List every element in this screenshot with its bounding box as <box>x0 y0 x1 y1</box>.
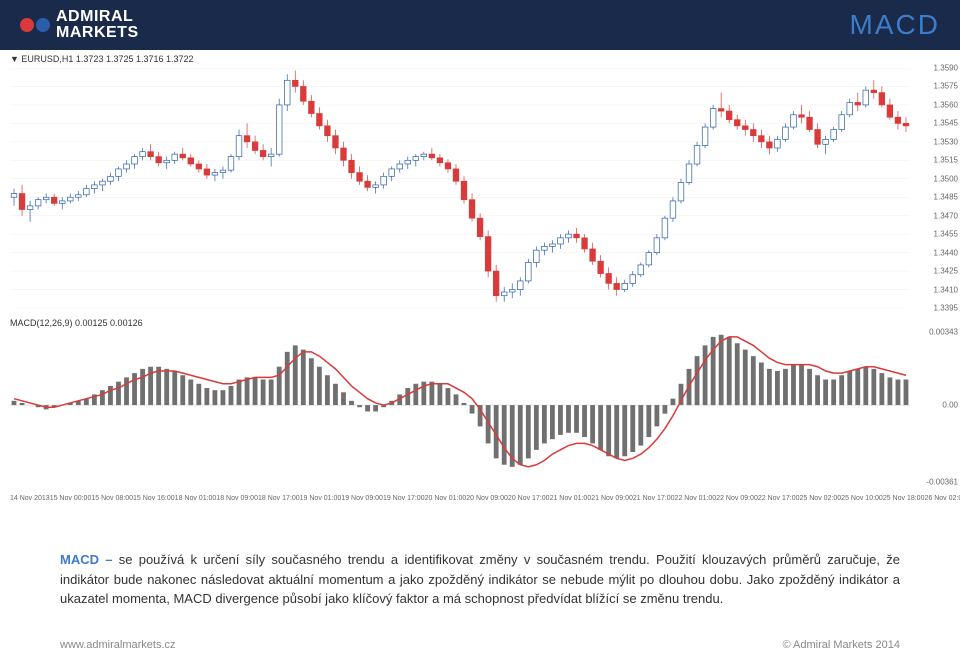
chart-area: ▼ EURUSD,H1 1.3723 1.3725 1.3716 1.3722 … <box>0 50 960 520</box>
instrument-label: ▼ EURUSD,H1 1.3723 1.3725 1.3716 1.3722 <box>10 54 194 64</box>
footer-url: www.admiralmarkets.cz <box>60 639 176 651</box>
macd-chart <box>10 332 910 482</box>
logo-text: ADMIRAL MARKETS <box>56 9 139 41</box>
macd-label: MACD(12,26,9) 0.00125 0.00126 <box>10 318 143 328</box>
logo-dot-blue <box>36 18 50 32</box>
logo-line2: MARKETS <box>56 25 139 41</box>
footer: www.admiralmarkets.cz © Admiral Markets … <box>0 629 960 661</box>
macd-highlight: MACD – <box>60 552 119 567</box>
time-axis-labels: 14 Nov 201315 Nov 00:0015 Nov 08:0015 No… <box>10 495 910 502</box>
candlestick-chart <box>10 68 910 308</box>
logo-line1: ADMIRAL <box>56 9 139 25</box>
logo: ADMIRAL MARKETS <box>20 9 139 41</box>
header: ADMIRAL MARKETS MACD <box>0 0 960 50</box>
body-paragraph: MACD – se používá k určení síly současné… <box>60 550 900 609</box>
logo-dots-icon <box>20 18 50 32</box>
footer-copyright: © Admiral Markets 2014 <box>782 639 900 651</box>
header-title: MACD <box>850 9 940 41</box>
body-text: se používá k určení síly současného tren… <box>60 552 900 606</box>
logo-dot-red <box>20 18 34 32</box>
text-body: MACD – se používá k určení síly současné… <box>0 520 960 629</box>
